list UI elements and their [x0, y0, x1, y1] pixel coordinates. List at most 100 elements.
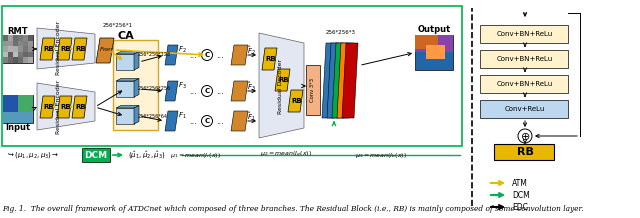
Polygon shape [116, 78, 139, 81]
Text: $\mu_3=mean(I_b(x))$: $\mu_3=mean(I_b(x))$ [355, 150, 407, 160]
Bar [18, 41, 23, 46]
Text: ...: ... [189, 51, 197, 60]
Text: Residual Encoder: Residual Encoder [56, 80, 61, 134]
Text: $\hookrightarrow (\mu_1, \mu_2, \mu_3) \rightarrow$: $\hookrightarrow (\mu_1, \mu_2, \mu_3) \… [6, 150, 60, 160]
Bar [3, 35, 8, 41]
Bar [18, 46, 23, 52]
Polygon shape [342, 43, 358, 118]
Bar [13, 46, 18, 52]
Polygon shape [37, 83, 95, 130]
Circle shape [518, 129, 532, 143]
Polygon shape [322, 43, 338, 118]
Text: $\hat{F}_3$: $\hat{F}_3$ [246, 81, 255, 93]
Text: RB: RB [278, 77, 289, 83]
Polygon shape [96, 38, 114, 63]
Text: ATM: ATM [512, 179, 528, 187]
Bar [13, 35, 18, 41]
Polygon shape [72, 96, 87, 118]
Polygon shape [57, 38, 72, 60]
Polygon shape [231, 45, 248, 65]
Text: $\hat{F}_2$: $\hat{F}_2$ [246, 45, 255, 57]
Polygon shape [165, 111, 178, 131]
Text: $\hat{F}_1$: $\hat{F}_1$ [246, 111, 255, 123]
Bar [23, 41, 28, 46]
Bar [3, 57, 8, 63]
Bar [8, 41, 13, 46]
Text: Conv 3*3: Conv 3*3 [310, 78, 316, 102]
Bar [415, 35, 453, 70]
Text: C: C [204, 88, 209, 94]
Bar [8, 52, 13, 57]
Text: ...: ... [189, 87, 197, 95]
Bar [23, 52, 28, 57]
Text: $\oplus$: $\oplus$ [520, 131, 530, 141]
Text: DCM: DCM [512, 191, 530, 199]
Text: C: C [204, 52, 209, 58]
Bar [3, 46, 8, 52]
Bar [82, 148, 110, 162]
Bar [23, 46, 28, 52]
Text: $\mu_1=mean(I_r(x))$: $\mu_1=mean(I_r(x))$ [170, 150, 221, 160]
Text: CA: CA [118, 31, 135, 41]
Text: $F_3$: $F_3$ [178, 81, 186, 91]
Polygon shape [40, 96, 55, 118]
Bar [113, 40, 158, 130]
Bar [28, 35, 33, 41]
Bar [28, 41, 33, 46]
Bar [415, 35, 453, 53]
Text: 256*256*128: 256*256*128 [138, 51, 171, 56]
Polygon shape [231, 111, 248, 131]
Bar [28, 46, 33, 52]
Circle shape [202, 49, 212, 61]
Text: Output: Output [417, 26, 451, 34]
Polygon shape [165, 81, 178, 101]
Polygon shape [134, 78, 139, 97]
Bar [480, 25, 568, 43]
Polygon shape [116, 106, 139, 108]
Text: ...: ... [216, 51, 224, 60]
Polygon shape [288, 90, 303, 112]
Polygon shape [259, 33, 304, 138]
Polygon shape [327, 43, 343, 118]
Text: ...: ... [189, 116, 197, 126]
Text: 256*256*3: 256*256*3 [326, 31, 356, 36]
Polygon shape [231, 81, 248, 101]
Text: C: C [204, 118, 209, 124]
Text: Residual Decoder: Residual Decoder [278, 58, 284, 114]
Bar [23, 35, 28, 41]
Polygon shape [337, 43, 353, 118]
Text: Fig. 1.  The overall framework of ATDCnet which composed of three branches. The : Fig. 1. The overall framework of ATDCnet… [2, 205, 584, 213]
Bar [3, 41, 8, 46]
Bar [13, 52, 18, 57]
Text: Conv+BN+ReLu: Conv+BN+ReLu [497, 81, 553, 87]
Text: $(\hat{\mu}_1, \hat{\mu}_2, \hat{\mu}_3)$: $(\hat{\mu}_1, \hat{\mu}_2, \hat{\mu}_3)… [128, 149, 166, 161]
Bar [480, 75, 568, 93]
Bar [18, 95, 33, 112]
Bar [8, 57, 13, 63]
Text: $\mu_2=mean(I_g(x))$: $\mu_2=mean(I_g(x))$ [260, 150, 312, 160]
Text: Conv+ReLu: Conv+ReLu [505, 106, 545, 112]
Polygon shape [332, 43, 348, 118]
Text: RB: RB [76, 46, 86, 52]
Text: ...: ... [216, 116, 224, 126]
Circle shape [202, 116, 212, 126]
Text: Conv+BN+ReLu: Conv+BN+ReLu [497, 31, 553, 37]
Bar [18, 52, 23, 57]
Text: RB: RB [61, 104, 71, 110]
Text: Conv+BN+ReLu: Conv+BN+ReLu [497, 56, 553, 62]
Bar [480, 100, 568, 118]
Bar [23, 57, 28, 63]
Polygon shape [37, 28, 95, 69]
Bar [426, 46, 445, 60]
Bar [28, 57, 33, 63]
Text: 256*256*64: 256*256*64 [138, 114, 168, 119]
Bar [116, 81, 134, 97]
Text: $F_{RMT}$: $F_{RMT}$ [99, 46, 115, 54]
Bar [3, 95, 18, 112]
Text: EDC: EDC [512, 203, 528, 211]
Text: RB: RB [76, 104, 86, 110]
Polygon shape [134, 106, 139, 124]
Text: Residual Encoder: Residual Encoder [56, 21, 61, 75]
Bar [415, 35, 438, 49]
Bar [480, 50, 568, 68]
